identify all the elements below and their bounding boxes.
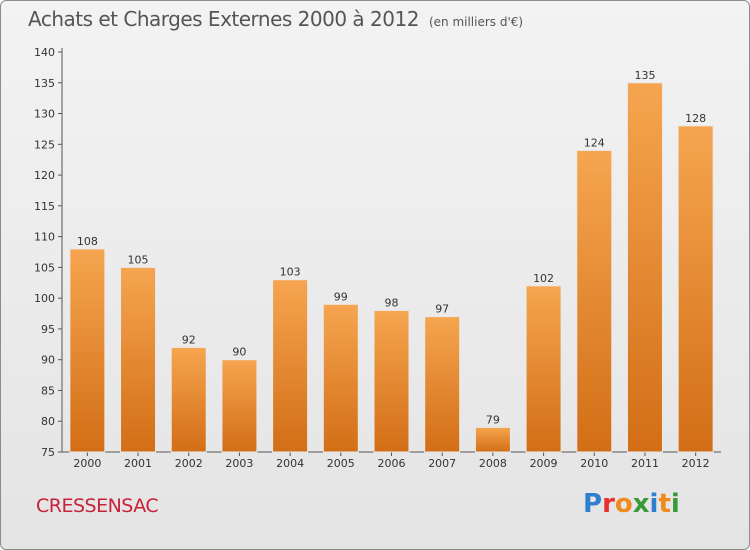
y-tick-label: 90 — [41, 354, 55, 367]
chart-unit: (en milliers d'€) — [428, 15, 524, 29]
y-tick-label: 95 — [41, 323, 55, 336]
y-tick-label: 135 — [34, 77, 55, 90]
bar-2009 — [525, 285, 562, 453]
x-tick-label: 2006 — [378, 457, 406, 470]
y-tick-label: 140 — [34, 46, 55, 59]
bar-2000 — [69, 248, 106, 453]
chart-title: Achats et Charges Externes 2000 à 2012 (e… — [28, 7, 523, 31]
proxiti-logo: Proxiti — [583, 489, 680, 519]
data-label-2005: 99 — [334, 290, 348, 303]
y-tick-label: 120 — [34, 169, 55, 182]
x-tick-label: 2003 — [225, 457, 253, 470]
data-label-2003: 90 — [232, 346, 246, 359]
bar-2008 — [474, 426, 511, 453]
bar-2005 — [322, 303, 359, 453]
x-tick-label: 2012 — [682, 457, 710, 470]
y-tick-label: 115 — [34, 200, 55, 213]
y-tick-label: 125 — [34, 138, 55, 151]
commune-name: CRESSENSAC — [36, 495, 159, 517]
data-label-2006: 98 — [385, 296, 399, 309]
bar-2006 — [373, 309, 410, 453]
y-tick-label: 85 — [41, 384, 55, 397]
data-label-2004: 103 — [280, 266, 301, 279]
data-label-2009: 102 — [533, 272, 554, 285]
x-tick-label: 2010 — [580, 457, 608, 470]
y-tick-label: 75 — [41, 446, 55, 459]
bar-2001 — [120, 266, 157, 453]
y-tick-label: 100 — [34, 292, 55, 305]
x-tick-label: 2002 — [175, 457, 203, 470]
data-label-2008: 79 — [486, 413, 500, 426]
data-label-2012: 128 — [685, 112, 706, 125]
bar-2003 — [221, 359, 258, 453]
y-tick-label: 80 — [41, 415, 55, 428]
x-tick-label: 2011 — [631, 457, 659, 470]
x-tick-label: 2008 — [479, 457, 507, 470]
x-tick-label: 2000 — [73, 457, 101, 470]
x-tick-label: 2009 — [530, 457, 558, 470]
data-label-2002: 92 — [182, 333, 196, 346]
chart-title-text: Achats et Charges Externes 2000 à 2012 — [28, 7, 419, 31]
data-label-2011: 135 — [634, 69, 655, 82]
y-tick-label: 105 — [34, 261, 55, 274]
x-tick-label: 2007 — [428, 457, 456, 470]
data-label-2001: 105 — [128, 253, 149, 266]
x-tick-label: 2004 — [276, 457, 304, 470]
data-label-2010: 124 — [584, 136, 605, 149]
x-tick-label: 2001 — [124, 457, 152, 470]
bar-2010 — [576, 149, 613, 453]
bar-2007 — [424, 316, 461, 453]
bar-2002 — [170, 346, 207, 453]
bar-2011 — [626, 82, 663, 453]
y-tick-label: 130 — [34, 108, 55, 121]
x-tick-label: 2005 — [327, 457, 355, 470]
bar-2004 — [272, 279, 309, 453]
bar-2012 — [677, 125, 714, 453]
data-label-2007: 97 — [435, 303, 449, 316]
y-tick-label: 110 — [34, 231, 55, 244]
data-label-2000: 108 — [77, 235, 98, 248]
